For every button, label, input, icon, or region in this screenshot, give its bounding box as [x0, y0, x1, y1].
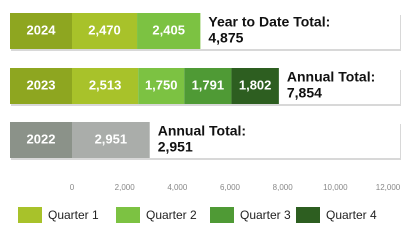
- legend-swatch: [116, 207, 140, 223]
- year-box: [10, 122, 72, 158]
- legend-swatch: [296, 207, 320, 223]
- value-label: 2,470: [88, 22, 121, 37]
- total-title: Annual Total:: [287, 69, 375, 85]
- total-title: Year to Date Total:: [208, 14, 330, 30]
- bar-segment: [231, 68, 279, 104]
- value-label: 1,802: [239, 77, 272, 92]
- total-title: Annual Total:: [158, 123, 246, 139]
- bar-segment: [137, 13, 201, 49]
- x-tick-label: 10,000: [323, 183, 348, 192]
- legend-label: Quarter 1: [48, 208, 99, 222]
- year-box: [10, 13, 72, 49]
- value-label: 1,791: [192, 77, 225, 92]
- bar-segment: [72, 122, 150, 158]
- x-tick-label: 12,000: [376, 183, 401, 192]
- total-value: 4,875: [208, 30, 243, 46]
- legend-label: Quarter 2: [146, 208, 197, 222]
- x-tick-label: 0: [70, 183, 75, 192]
- value-label: 2,951: [95, 131, 128, 146]
- year-label: 2022: [27, 131, 56, 146]
- x-tick-label: 2,000: [115, 183, 136, 192]
- x-tick-label: 8,000: [273, 183, 294, 192]
- total-value: 2,951: [158, 139, 193, 155]
- legend-swatch: [210, 207, 234, 223]
- year-label: 2023: [27, 77, 56, 92]
- legend-swatch: [18, 207, 42, 223]
- bar-segment: [138, 68, 185, 104]
- x-tick-label: 6,000: [220, 183, 241, 192]
- value-label: 2,405: [152, 22, 185, 37]
- x-tick-label: 4,000: [167, 183, 188, 192]
- value-label: 2,513: [89, 77, 122, 92]
- legend-label: Quarter 3: [240, 208, 291, 222]
- year-box: [10, 68, 72, 104]
- legend-label: Quarter 4: [326, 208, 377, 222]
- bar-segment: [72, 68, 139, 104]
- bar-segment: [72, 13, 138, 49]
- year-label: 2024: [27, 22, 57, 37]
- bar-segment: [184, 68, 232, 104]
- total-value: 7,854: [287, 85, 322, 101]
- value-label: 1,750: [145, 77, 178, 92]
